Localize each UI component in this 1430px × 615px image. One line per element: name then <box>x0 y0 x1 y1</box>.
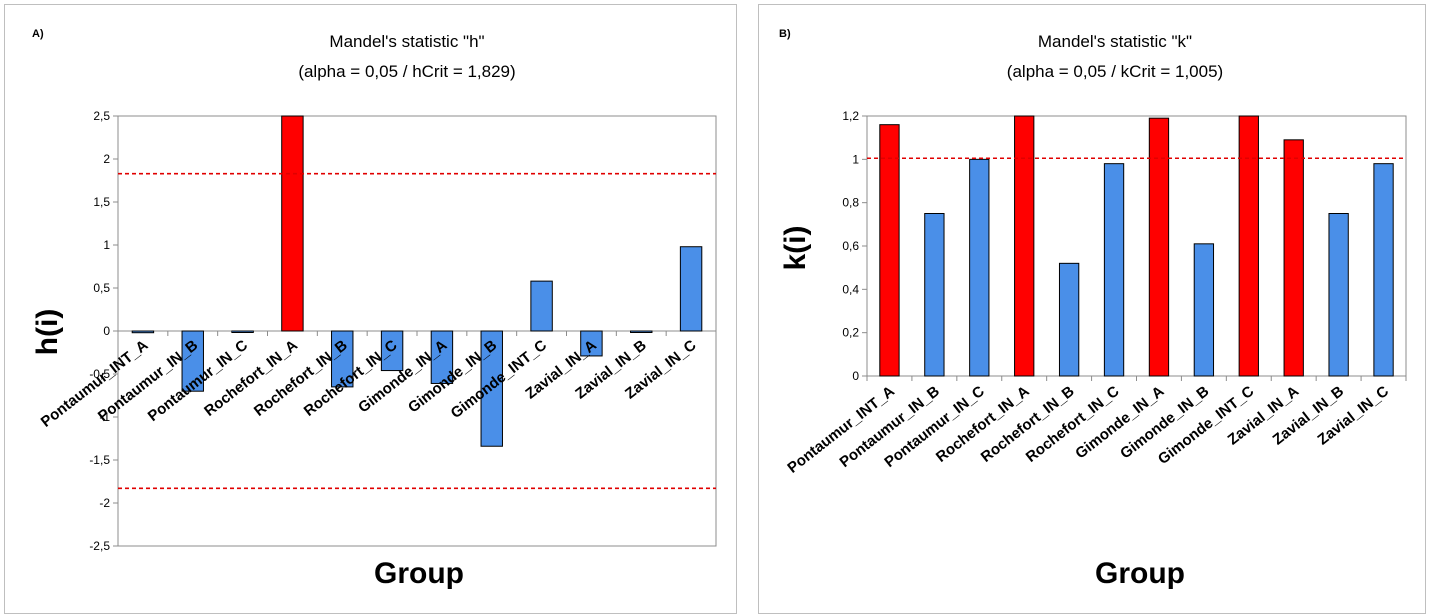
bar-zavial-in-a <box>580 330 603 357</box>
bar-zavial-in-c <box>679 246 703 332</box>
x-axis-title: Group <box>374 557 464 590</box>
bar-gimonde-int-c <box>1238 115 1259 377</box>
y-tick-label: 1 <box>852 152 859 166</box>
y-tick-label: -0,5 <box>89 367 110 381</box>
y-tick-label: 0,5 <box>93 281 110 295</box>
y-tick-label: 1 <box>103 238 110 252</box>
bar-zavial-in-b <box>1328 213 1349 377</box>
bar-rochefort-in-a <box>281 115 304 332</box>
bar-zavial-in-c <box>1373 163 1394 377</box>
x-axis-title: Group <box>1095 557 1185 590</box>
bar-rochefort-in-c <box>380 330 404 372</box>
bar-rochefort-in-b <box>1058 262 1080 377</box>
chart-h-svg: A) Mandel's statistic "h" (alpha = 0,05 / … <box>31 28 717 590</box>
bar-gimonde-in-a <box>430 330 454 384</box>
chart-panel-h: A) Mandel's statistic "h" (alpha = 0,05 / … <box>4 4 737 614</box>
y-axis-title: k(i) <box>779 226 812 271</box>
y-tick-label: 0,6 <box>842 239 859 253</box>
bar-pontaumur-int-a <box>879 124 900 377</box>
chart-panel-k: B) Mandel's statistic "k" (alpha = 0,05 / … <box>758 4 1426 614</box>
y-tick-label: -1,5 <box>89 453 110 467</box>
y-tick-label: 2,5 <box>93 109 110 123</box>
bar-pontaumur-in-b <box>924 213 945 377</box>
chart-subtitle: (alpha = 0,05 / kCrit = 1,005) <box>1007 62 1223 81</box>
y-tick-label: 0,8 <box>842 196 859 210</box>
chart-title: Mandel's statistic "k" <box>1038 32 1192 51</box>
y-tick-label: 0 <box>103 324 110 338</box>
bar-gimonde-in-a <box>1148 117 1170 377</box>
bar-rochefort-in-b <box>331 330 354 388</box>
bar-gimonde-in-b <box>1193 243 1215 377</box>
panel-label: B) <box>779 28 791 40</box>
bar-gimonde-in-b <box>480 330 503 447</box>
panel-label: A) <box>32 28 44 40</box>
y-tick-label: 0 <box>852 369 859 383</box>
plot-area <box>866 115 1407 377</box>
bar-pontaumur-in-c <box>969 158 990 377</box>
y-tick-label: 1,2 <box>842 109 859 123</box>
chart-k-svg: B) Mandel's statistic "k" (alpha = 0,05 / … <box>779 28 1407 590</box>
y-axis-title: h(i) <box>31 309 64 356</box>
chart-subtitle: (alpha = 0,05 / hCrit = 1,829) <box>298 62 515 81</box>
bar-pontaumur-in-b <box>181 330 204 392</box>
y-tick-label: 1,5 <box>93 195 110 209</box>
bar-zavial-in-b <box>630 330 653 333</box>
bar-gimonde-int-c <box>530 280 553 332</box>
y-tick-label: -1 <box>99 410 110 424</box>
bar-pontaumur-in-c <box>231 330 254 333</box>
bar-rochefort-in-a <box>1014 115 1035 377</box>
y-tick-label: -2,5 <box>89 539 110 553</box>
bar-rochefort-in-c <box>1103 163 1125 377</box>
bar-pontaumur-int-a <box>131 330 155 334</box>
bar-zavial-in-a <box>1283 139 1304 377</box>
chart-title: Mandel's statistic "h" <box>329 32 484 51</box>
y-tick-label: 0,2 <box>842 326 859 340</box>
y-tick-label: 0,4 <box>842 282 859 296</box>
y-tick-label: 2 <box>103 152 110 166</box>
y-tick-label: -2 <box>99 496 110 510</box>
